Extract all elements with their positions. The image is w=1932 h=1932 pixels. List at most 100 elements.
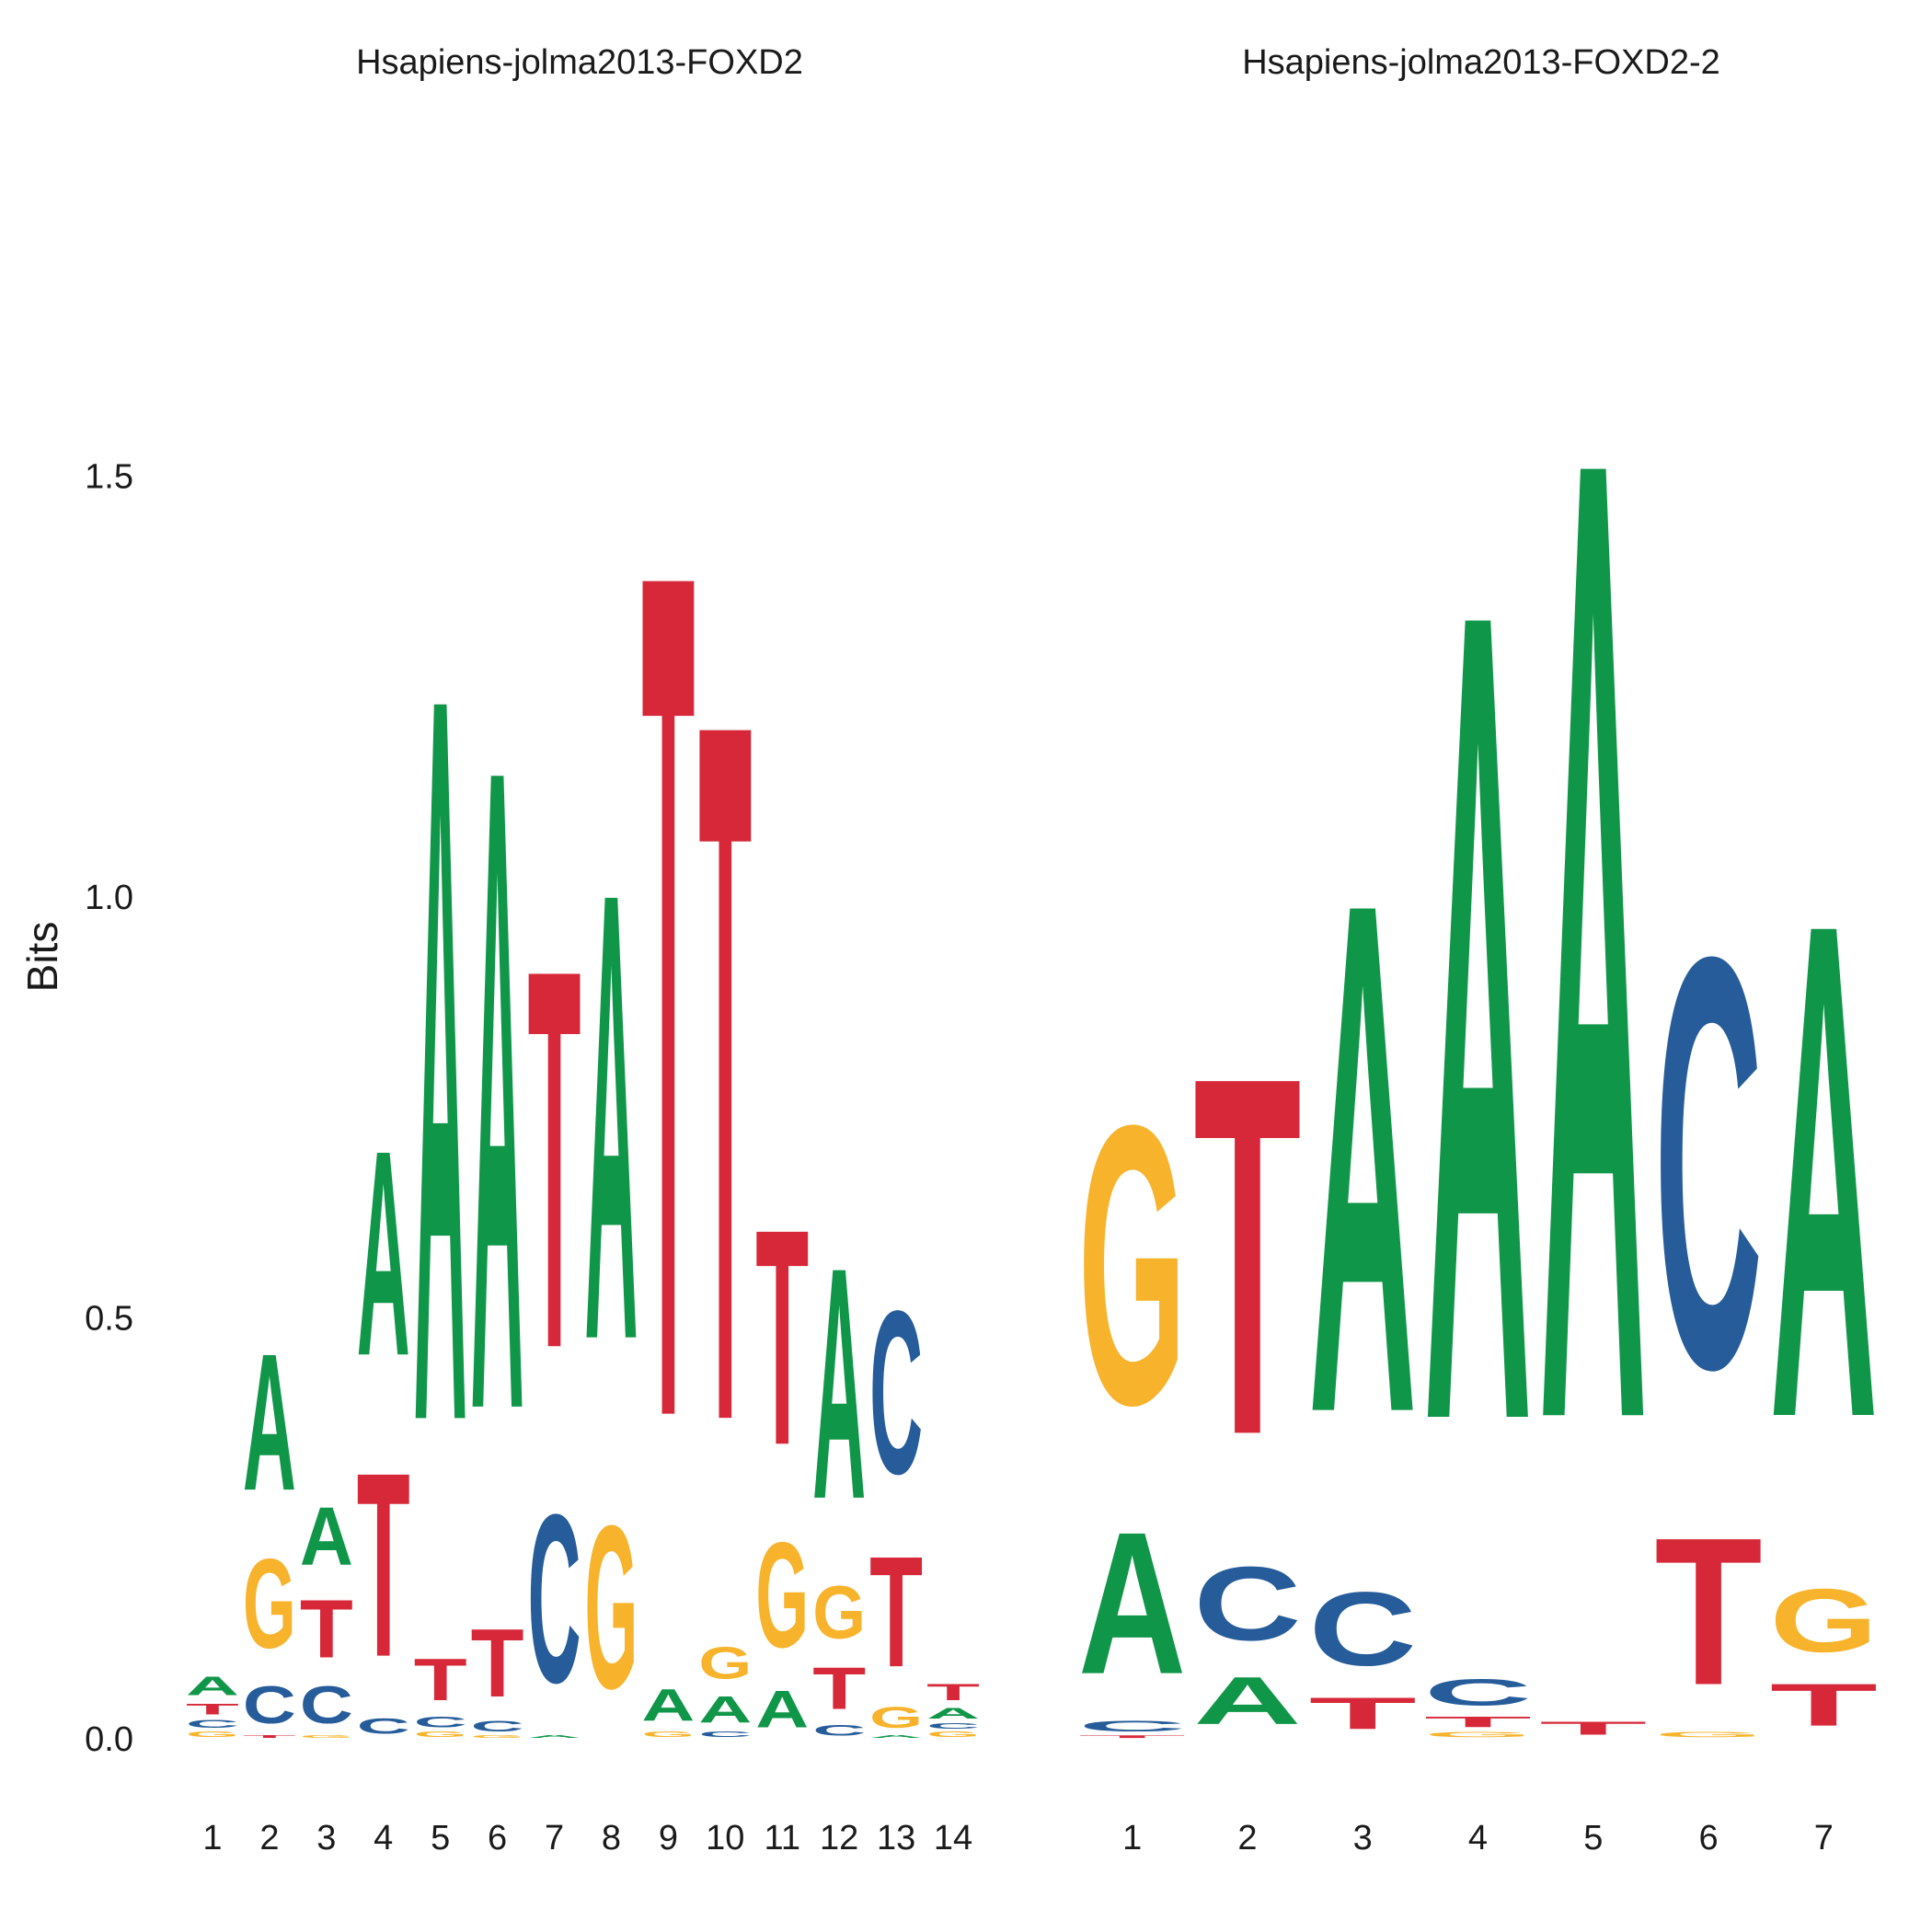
logo-letter-T: T: [1539, 1718, 1647, 1739]
x-tick-label: 5: [431, 1819, 450, 1857]
panel-title-1: Hsapiens-jolma2013-FOXD2: [356, 43, 803, 82]
logo-letter-A: A: [585, 760, 638, 1473]
logo-letter-G: G: [1770, 1570, 1878, 1671]
x-tick-label: 8: [602, 1819, 621, 1857]
logo-letter-A: A: [869, 1735, 923, 1740]
logo-letter-T: T: [243, 1734, 296, 1739]
y-tick-label: 1.0: [85, 879, 133, 917]
logo-letter-A: A: [1424, 371, 1532, 1663]
logo-letter-C: C: [528, 1464, 581, 1732]
logo-letter-T: T: [641, 318, 695, 1671]
logo-letter-G: G: [471, 1734, 524, 1739]
panel-title-2: Hsapiens-jolma2013-FOXD2-2: [1242, 43, 1720, 82]
x-tick-label: 7: [545, 1819, 564, 1857]
logo-letter-C: C: [471, 1718, 524, 1734]
logo-letter-C: C: [1424, 1672, 1532, 1714]
x-tick-label: 1: [1122, 1819, 1142, 1857]
x-tick-label: 6: [488, 1819, 507, 1857]
logo-letter-T: T: [755, 1166, 809, 1510]
logo-letter-A: A: [186, 1671, 239, 1700]
logo-letter-G: G: [1424, 1731, 1532, 1739]
x-tick-label: 10: [706, 1819, 744, 1857]
logo-letter-A: A: [1193, 1662, 1301, 1738]
x-tick-label: 2: [1237, 1819, 1257, 1857]
logo-letter-C: C: [926, 1722, 980, 1731]
logo-letter-T: T: [300, 1582, 353, 1675]
logo-letter-C: C: [869, 1262, 923, 1523]
logo-letter-C: C: [698, 1731, 752, 1739]
logo-letter-T: T: [1309, 1688, 1417, 1739]
x-tick-label: 3: [316, 1819, 336, 1857]
logo-letter-T: T: [812, 1655, 866, 1722]
logo-letter-T: T: [698, 514, 752, 1630]
logo-letter-C: C: [186, 1718, 239, 1731]
logo-letter-A: A: [1309, 751, 1417, 1565]
logo-letter-T: T: [528, 858, 581, 1462]
logo-letter-G: G: [641, 1731, 695, 1739]
logo-letter-A: A: [243, 1315, 296, 1533]
logo-letter-A: A: [414, 479, 467, 1639]
x-tick-label: 4: [374, 1819, 393, 1857]
logo-letter-C: C: [1078, 1718, 1186, 1734]
logo-panel-1: GCTATCGAGCTACTAGCTAGCTAACTGAGATCAGTAGTCT…: [186, 318, 980, 1739]
logo-letter-C: C: [812, 1722, 866, 1739]
x-tick-label: 7: [1814, 1819, 1834, 1857]
x-tick-label: 1: [202, 1819, 222, 1857]
logo-letter-G: G: [585, 1477, 638, 1738]
logo-letter-T: T: [1193, 972, 1301, 1542]
x-tick-label: 5: [1583, 1819, 1603, 1857]
logo-letter-C: C: [1309, 1570, 1417, 1688]
x-tick-label: 11: [765, 1819, 800, 1857]
logo-letter-A: A: [698, 1688, 752, 1731]
logo-letter-G: G: [1078, 1042, 1186, 1487]
y-tick-label: 0.5: [85, 1300, 133, 1339]
logo-letter-T: T: [1424, 1714, 1532, 1731]
logo-letter-A: A: [1539, 171, 1647, 1708]
logo-letter-T: T: [926, 1680, 980, 1706]
logo-letter-A: A: [755, 1680, 809, 1739]
logo-letter-A: A: [812, 1200, 866, 1570]
y-axis-label: Bits: [18, 922, 66, 993]
logo-letter-C: C: [414, 1714, 467, 1731]
x-axis-ticks-panel-2: 1 2 3 4 5 6 7: [1122, 1819, 1834, 1857]
logo-letter-A: A: [300, 1491, 353, 1583]
logo-letter-A: A: [1078, 1490, 1186, 1717]
logo-letter-T: T: [1654, 1494, 1762, 1730]
logo-letter-C: C: [357, 1713, 410, 1739]
x-tick-label: 13: [877, 1819, 915, 1857]
logo-letter-G: G: [812, 1570, 866, 1654]
x-axis-ticks-panel-1: 1 2 3 4 5 6 7 8 9 10 11 12 13 14: [202, 1819, 972, 1857]
x-tick-label: 4: [1468, 1819, 1488, 1857]
y-tick-label: 1.5: [85, 458, 133, 497]
logo-letter-G: G: [1654, 1731, 1762, 1739]
logo-letter-G: G: [300, 1734, 353, 1739]
logo-letter-C: C: [300, 1675, 353, 1734]
logo-letter-T: T: [357, 1419, 410, 1712]
logo-letter-A: A: [641, 1681, 695, 1731]
x-tick-label: 3: [1353, 1819, 1373, 1857]
logo-letter-A: A: [357, 1091, 410, 1418]
x-tick-label: 14: [934, 1819, 972, 1857]
logo-letter-A: A: [471, 577, 524, 1602]
logo-letter-T: T: [1770, 1672, 1878, 1739]
logo-letter-C: C: [1654, 835, 1762, 1491]
logo-letter-G: G: [186, 1731, 239, 1739]
logo-letter-A: A: [1770, 776, 1878, 1565]
logo-letter-A: A: [926, 1706, 980, 1722]
x-tick-label: 12: [820, 1819, 858, 1857]
logo-letter-G: G: [414, 1731, 467, 1739]
x-tick-label: 9: [659, 1819, 678, 1857]
x-tick-label: 2: [259, 1819, 279, 1857]
y-axis-ticks: 0.0 0.5 1.0 1.5: [85, 458, 133, 1760]
logo-letter-C: C: [243, 1675, 296, 1734]
logo-letter-A: A: [528, 1735, 581, 1740]
logo-letter-G: G: [926, 1731, 980, 1739]
logo-letter-T: T: [186, 1701, 239, 1718]
logo-letter-T: T: [471, 1609, 524, 1718]
logo-letter-G: G: [869, 1701, 923, 1734]
logo-letter-C: C: [1193, 1545, 1301, 1662]
logo-letter-T: T: [414, 1647, 467, 1714]
logo-letter-G: G: [243, 1532, 296, 1675]
